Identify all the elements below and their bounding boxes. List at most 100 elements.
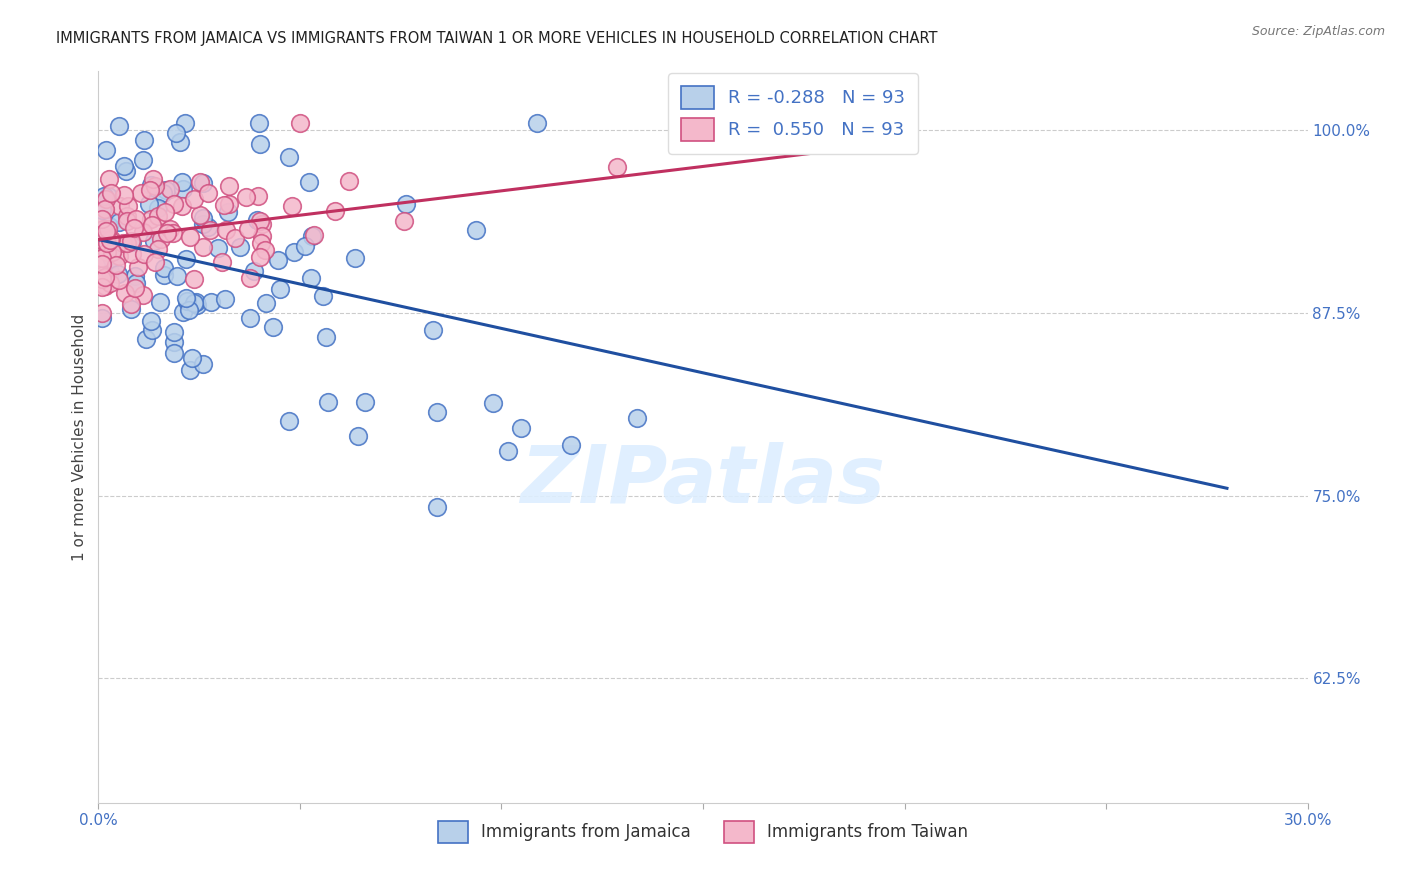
Point <box>156 226 179 240</box>
Point <box>174 115 197 129</box>
Point <box>107 268 129 282</box>
Point <box>91 306 114 320</box>
Point <box>179 362 201 376</box>
Point <box>605 160 627 174</box>
Point <box>465 223 488 237</box>
Point <box>181 351 204 365</box>
Point <box>269 282 291 296</box>
Point <box>108 273 131 287</box>
Point <box>315 330 337 344</box>
Point <box>163 325 186 339</box>
Point <box>162 334 184 349</box>
Point <box>176 293 198 308</box>
Point <box>98 219 121 233</box>
Point <box>172 175 194 189</box>
Point <box>246 189 269 203</box>
Point <box>153 268 176 283</box>
Point <box>249 137 271 152</box>
Point <box>266 252 288 267</box>
Point <box>278 150 301 164</box>
Point <box>246 213 269 227</box>
Point <box>353 395 375 409</box>
Point <box>150 232 173 246</box>
Point <box>143 178 166 193</box>
Point <box>141 218 163 232</box>
Point <box>560 438 582 452</box>
Point <box>98 277 121 291</box>
Point <box>152 186 174 200</box>
Point <box>299 271 322 285</box>
Point <box>162 227 184 241</box>
Point <box>121 235 143 249</box>
Point <box>159 222 181 236</box>
Point <box>149 295 172 310</box>
Point <box>97 172 120 186</box>
Point <box>139 178 162 192</box>
Point <box>131 153 153 167</box>
Point <box>177 303 200 318</box>
Point <box>132 225 155 239</box>
Point <box>91 257 114 271</box>
Point <box>117 214 139 228</box>
Point <box>127 260 149 274</box>
Point <box>347 429 370 443</box>
Point <box>91 252 114 266</box>
Point <box>139 212 162 227</box>
Point <box>392 214 415 228</box>
Point <box>100 186 122 201</box>
Point <box>183 272 205 286</box>
Point <box>510 420 533 434</box>
Point <box>344 251 367 265</box>
Point <box>281 198 304 212</box>
Point <box>96 231 118 245</box>
Point <box>91 233 114 247</box>
Point <box>316 395 339 409</box>
Point <box>146 201 169 215</box>
Point <box>107 249 129 263</box>
Point <box>98 265 121 279</box>
Point <box>166 268 188 283</box>
Point <box>148 209 170 223</box>
Text: ZIPatlas: ZIPatlas <box>520 442 886 520</box>
Point <box>96 236 118 251</box>
Point <box>108 119 131 133</box>
Y-axis label: 1 or more Vehicles in Household: 1 or more Vehicles in Household <box>72 313 87 561</box>
Point <box>169 135 191 149</box>
Point <box>482 396 505 410</box>
Point <box>247 115 270 129</box>
Point <box>132 133 155 147</box>
Point <box>238 311 260 326</box>
Point <box>183 296 205 310</box>
Point <box>146 242 169 256</box>
Point <box>91 272 114 286</box>
Point <box>98 234 121 248</box>
Point <box>239 271 262 285</box>
Point <box>91 202 114 217</box>
Point <box>135 332 157 346</box>
Point <box>97 221 120 235</box>
Point <box>283 245 305 260</box>
Point <box>235 190 257 204</box>
Point <box>94 192 117 206</box>
Point <box>125 212 148 227</box>
Point <box>139 314 162 328</box>
Point <box>207 241 229 255</box>
Point <box>124 268 146 283</box>
Point <box>217 205 239 219</box>
Point <box>120 302 142 317</box>
Point <box>250 236 273 251</box>
Point <box>218 179 240 194</box>
Point <box>100 232 122 246</box>
Point <box>91 280 114 294</box>
Point <box>262 320 284 334</box>
Point <box>121 247 143 261</box>
Point <box>104 258 127 272</box>
Point <box>141 323 163 337</box>
Point <box>115 164 138 178</box>
Point <box>125 276 148 290</box>
Point <box>122 221 145 235</box>
Point <box>302 227 325 242</box>
Point <box>152 261 174 276</box>
Point <box>249 213 271 227</box>
Point <box>191 211 214 225</box>
